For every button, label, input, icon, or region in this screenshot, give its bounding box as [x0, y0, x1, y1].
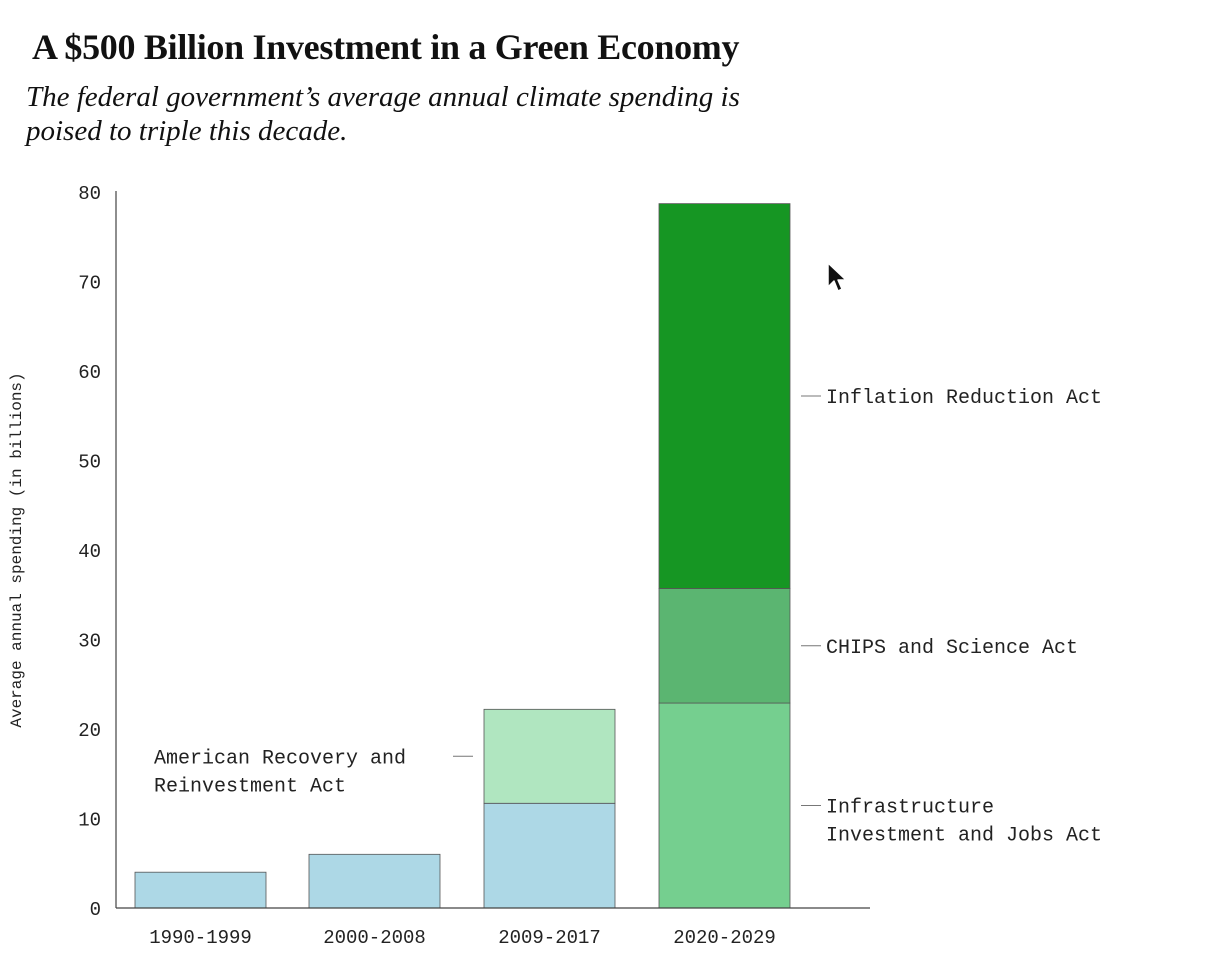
bar-segment-2020-2029-2	[658, 702, 791, 909]
bar-segment-1990-1999-0	[134, 871, 267, 909]
y-tick-label-70: 70	[78, 273, 101, 295]
annotation-1: Infrastructure Investment and Jobs Act	[801, 797, 1102, 848]
y-tick-label-60: 60	[78, 362, 101, 384]
annotation-text-2-0: CHIPS and Science Act	[826, 637, 1078, 660]
y-tick-label-80: 80	[78, 183, 101, 205]
y-tick-label-30: 30	[78, 631, 101, 653]
x-tick-label-2020-2029: 2020-2029	[673, 927, 776, 949]
axes-layer	[115, 191, 870, 909]
annotation-0: American Recovery and Reinvestment Act	[154, 747, 473, 798]
y-axis-label: Average annual spending (in billions)	[8, 372, 26, 727]
annotation-2: CHIPS and Science Act	[801, 637, 1078, 660]
annotation-text-3-0: Inflation Reduction Act	[826, 387, 1102, 410]
bar-segment-2009-2017-0	[483, 802, 616, 909]
ticks-layer: 0 10 20 30 40 50 60 70 80 1990-1999 2000-2008 2009-…	[78, 183, 776, 949]
bar-segment-2020-2029-4	[658, 203, 791, 589]
y-tick-label-40: 40	[78, 541, 101, 563]
chart-subtitle: The federal government’s average annual …	[26, 81, 740, 147]
x-tick-label-2009-2017: 2009-2017	[498, 927, 601, 949]
bar-segment-2020-2029-3	[658, 588, 791, 704]
chart-title: A $500 Billion Investment in a Green Eco…	[32, 27, 740, 67]
y-tick-label-20: 20	[78, 720, 101, 742]
annotation-text-0-1: Reinvestment Act	[154, 775, 346, 798]
y-tick-label-10: 10	[78, 810, 101, 832]
bars-layer	[134, 203, 791, 909]
x-tick-label-1990-1999: 1990-1999	[149, 927, 252, 949]
mouse-cursor-icon	[827, 262, 847, 292]
annotation-3: Inflation Reduction Act	[801, 387, 1102, 410]
y-tick-label-50: 50	[78, 452, 101, 474]
annotation-text-0-0: American Recovery and	[154, 747, 406, 770]
annotation-text-1-1: Investment and Jobs Act	[826, 825, 1102, 848]
annotations-layer: American Recovery and Reinvestment Act Inf…	[154, 387, 1102, 847]
bar-segment-2000-2008-0	[308, 853, 441, 909]
annotation-text-1-0: Infrastructure	[826, 797, 994, 820]
bar-segment-2009-2017-1	[483, 708, 616, 804]
y-tick-label-0: 0	[90, 899, 101, 921]
x-tick-label-2000-2008: 2000-2008	[323, 927, 426, 949]
